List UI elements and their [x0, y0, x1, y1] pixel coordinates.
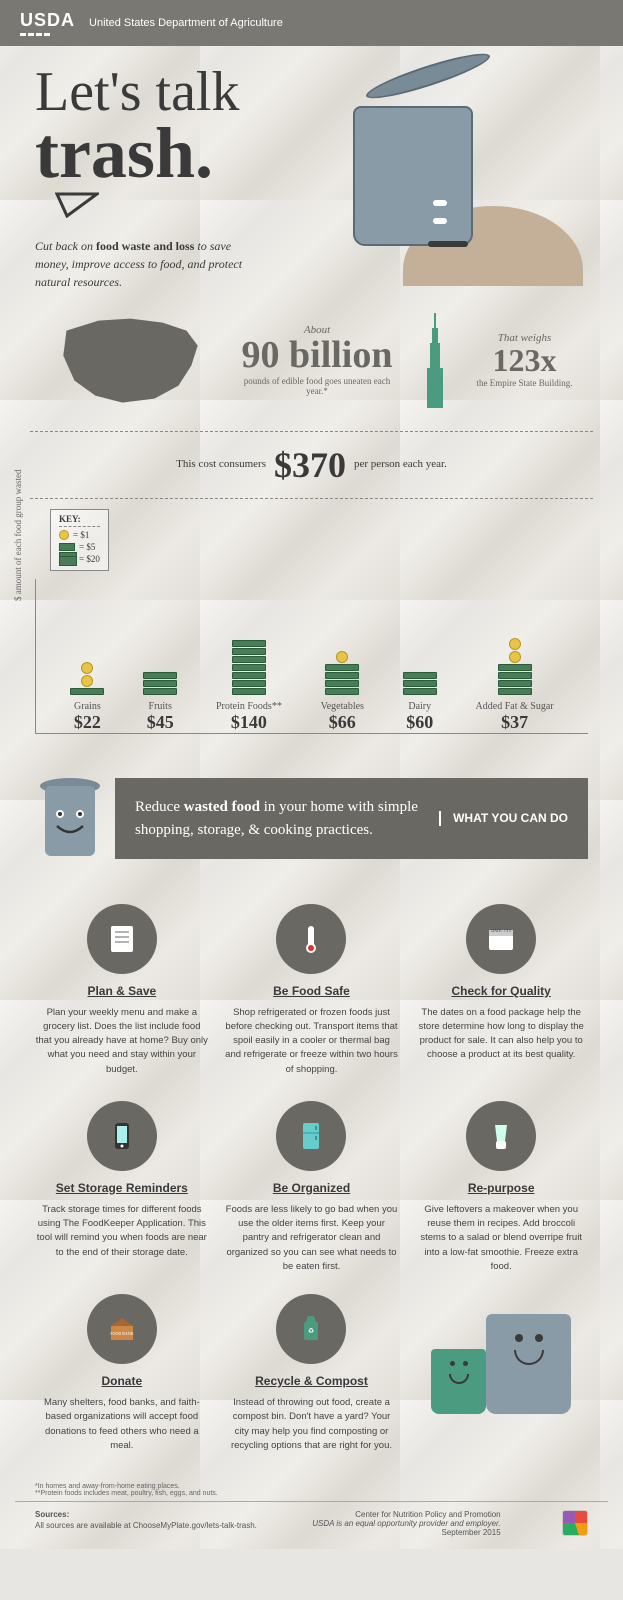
- empire-state-icon: [424, 313, 446, 408]
- tip-desc: Instead of throwing out food, create a c…: [225, 1396, 399, 1453]
- money-stacks: Grains$22 Fruits$45 Protein Foods**$140 Veg…: [35, 579, 588, 734]
- tip-title: Be Food Safe: [225, 984, 399, 998]
- stats-row: About 90 billion pounds of edible food g…: [0, 301, 623, 431]
- tip-desc: Foods are less likely to go bad when you…: [225, 1203, 399, 1274]
- cost-row: This cost consumers $370 per person each…: [30, 431, 593, 499]
- header: USDA United States Department of Agricul…: [0, 0, 623, 46]
- footnotes: *In homes and away-from-home eating plac…: [0, 1473, 623, 1501]
- reduce-text-box: Reduce wasted food in your home with sim…: [115, 778, 588, 859]
- tip-card: Re-purpose Give leftovers a makeover when…: [414, 1101, 588, 1274]
- tip-title: Re-purpose: [414, 1181, 588, 1195]
- phone-icon: [87, 1101, 157, 1171]
- speech-bubble-tail-icon: [55, 192, 99, 218]
- tip-card: Set Storage Reminders Track storage times…: [35, 1101, 209, 1274]
- tip-desc: Plan your weekly menu and make a grocery…: [35, 1006, 209, 1077]
- svg-text:♻: ♻: [308, 1327, 314, 1335]
- fridge-icon: [276, 1101, 346, 1171]
- reduce-callout: Reduce wasted food in your home with sim…: [35, 774, 588, 864]
- tips-last-row: FOOD BANK Donate Many shelters, food banks…: [0, 1294, 623, 1473]
- tip-card: DATE: 7/15 Check for Quality The dates on …: [414, 904, 588, 1077]
- tip-card: FOOD BANK Donate Many shelters, food banks…: [35, 1294, 209, 1453]
- tip-desc: Track storage times for different foods …: [35, 1203, 209, 1260]
- list-icon: [87, 904, 157, 974]
- foodbank-icon: FOOD BANK: [87, 1294, 157, 1364]
- svg-text:FOOD BANK: FOOD BANK: [110, 1331, 133, 1336]
- tip-title: Set Storage Reminders: [35, 1181, 209, 1195]
- us-map-icon: [51, 311, 211, 411]
- chart-bar: Dairy$60: [403, 672, 437, 733]
- hero-title-line2: trash.: [35, 113, 213, 193]
- usda-logo: USDA: [20, 10, 75, 36]
- chart-bar: Protein Foods**$140: [216, 640, 282, 733]
- chart-key: KEY: = $1 = $5 = $20: [50, 509, 109, 571]
- chart-y-axis-label: $ amount of each food group wasted: [13, 470, 23, 601]
- footer: Sources: All sources are available at Ch…: [15, 1501, 608, 1549]
- usda-logo-text: USDA: [20, 10, 75, 31]
- stat-food-waste: About 90 billion pounds of edible food g…: [242, 324, 393, 398]
- tip-desc: Shop refrigerated or frozen foods just b…: [225, 1006, 399, 1077]
- trash-can-illustration: [303, 66, 583, 286]
- choose-my-plate-icon: [562, 1510, 588, 1536]
- tip-desc: The dates on a food package help the sto…: [414, 1006, 588, 1063]
- what-you-can-do: WHAT YOU CAN DO: [439, 811, 568, 827]
- tip-desc: Many shelters, food banks, and faith-bas…: [35, 1396, 209, 1453]
- chart-bar: Added Fat & Sugar$37: [476, 638, 554, 733]
- tips-grid: Plan & Save Plan your weekly menu and mak…: [0, 884, 623, 1295]
- tip-desc: Give leftovers a makeover when you reuse…: [414, 1203, 588, 1274]
- tip-card: ♻ Recycle & Compost Instead of throwing ou…: [225, 1294, 399, 1453]
- tip-title: Donate: [35, 1374, 209, 1388]
- hero-section: Let's talk trash. Cut back on food waste…: [0, 46, 623, 301]
- tip-card: Be Organized Foods are less likely to go …: [225, 1101, 399, 1274]
- header-subtitle: United States Department of Agriculture: [89, 17, 283, 29]
- tip-title: Check for Quality: [414, 984, 588, 998]
- thermometer-icon: [276, 904, 346, 974]
- date-icon: DATE: 7/15: [466, 904, 536, 974]
- blender-icon: [466, 1101, 536, 1171]
- svg-text:DATE: 7/15: DATE: 7/15: [491, 928, 510, 933]
- chart-bar: Fruits$45: [143, 672, 177, 733]
- hero-subtitle: Cut back on food waste and loss to save …: [35, 237, 255, 291]
- coin-icon: [59, 530, 69, 540]
- recycle-icon: ♻: [276, 1294, 346, 1364]
- bill-stack-icon: [59, 554, 75, 564]
- tip-card: Be Food Safe Shop refrigerated or frozen …: [225, 904, 399, 1077]
- tip-title: Be Organized: [225, 1181, 399, 1195]
- happy-trash-cans-illustration: [431, 1304, 571, 1424]
- tip-title: Recycle & Compost: [225, 1374, 399, 1388]
- stat-weight: That weighs 123x the Empire State Buildi…: [477, 332, 573, 390]
- food-waste-chart: KEY: = $1 = $5 = $20 $ amount of each fo…: [0, 499, 623, 754]
- chart-bar: Vegetables$66: [321, 651, 364, 733]
- chart-bar: Grains$22: [70, 662, 104, 733]
- happy-trash-can-icon: [35, 774, 105, 864]
- cost-amount: $370: [274, 444, 346, 486]
- tip-card: Plan & Save Plan your weekly menu and mak…: [35, 904, 209, 1077]
- bill-icon: [59, 543, 75, 551]
- tip-title: Plan & Save: [35, 984, 209, 998]
